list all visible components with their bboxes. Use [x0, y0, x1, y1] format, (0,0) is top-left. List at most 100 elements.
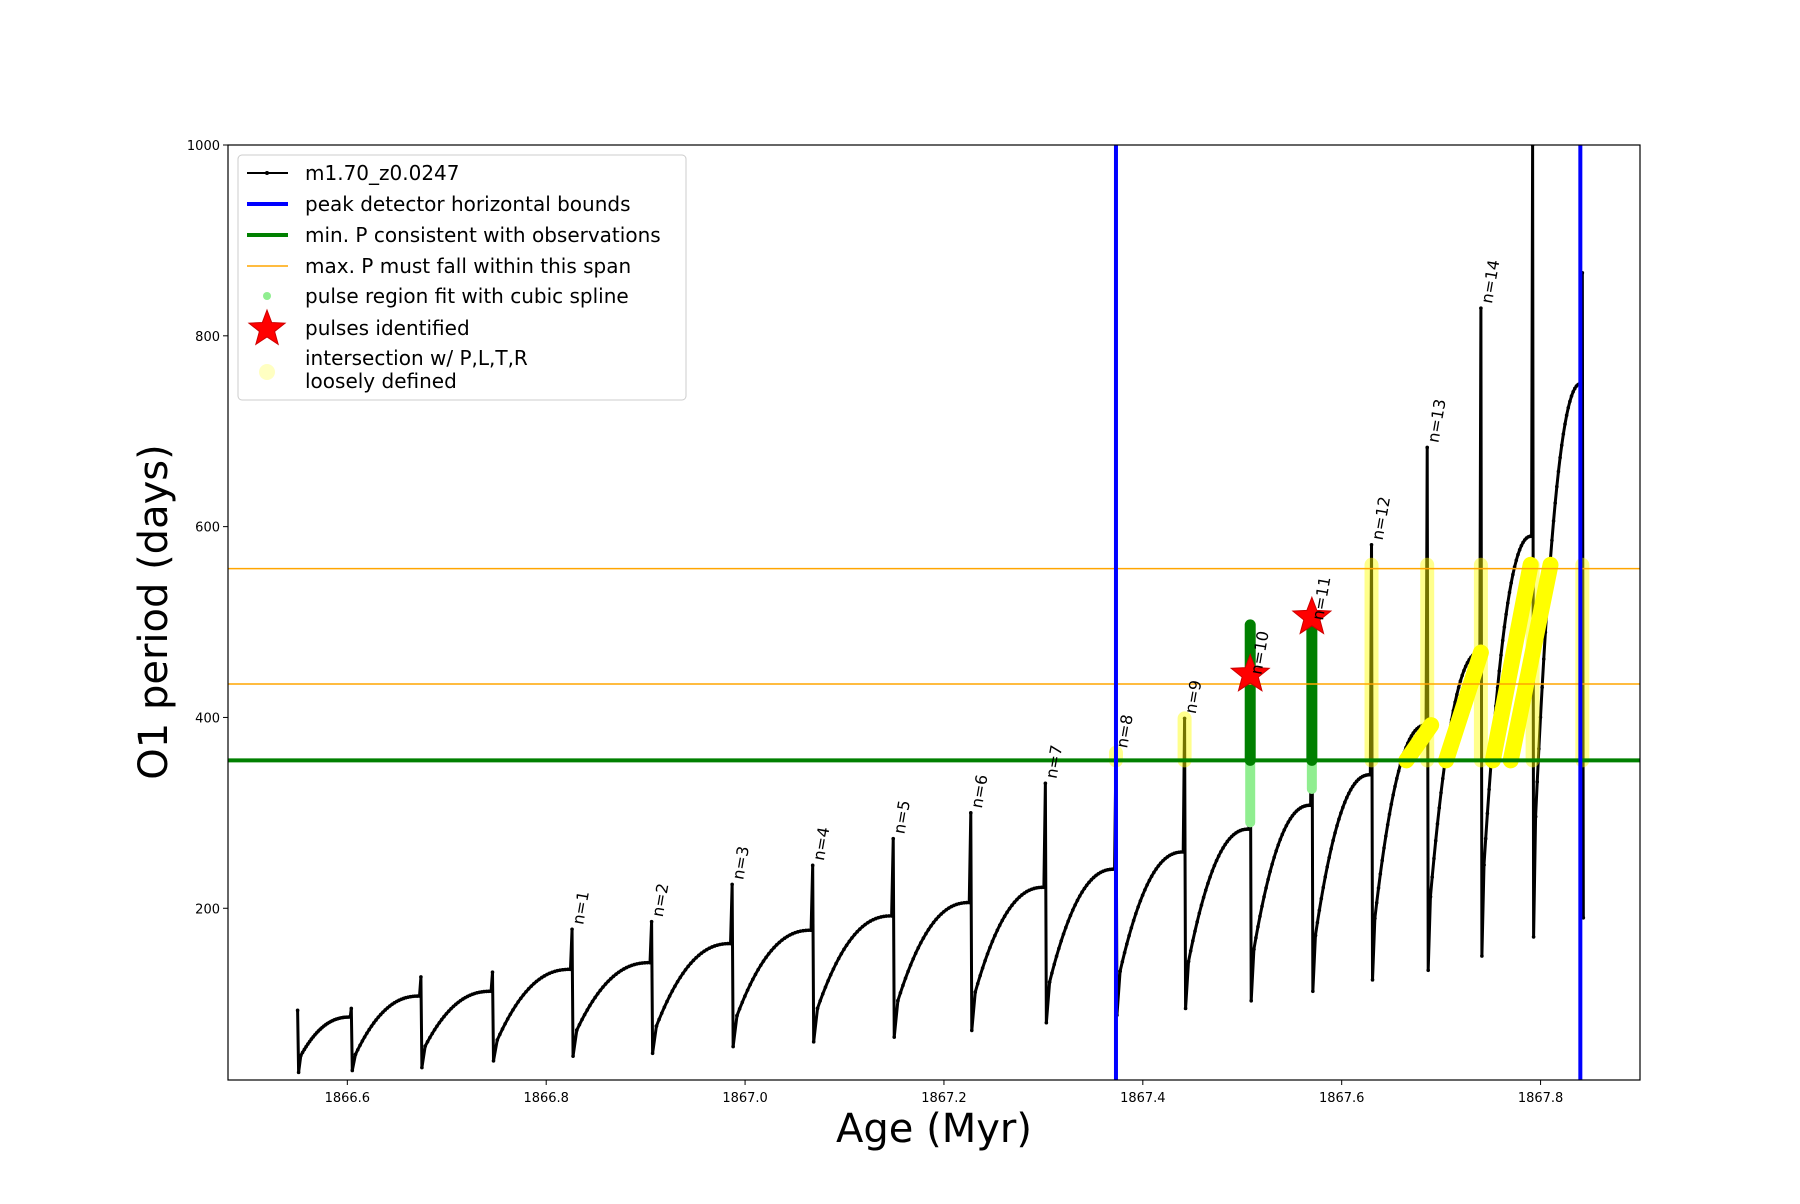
series-point — [1519, 543, 1524, 548]
series-point — [855, 929, 860, 934]
series-point — [495, 1038, 500, 1042]
series-point — [1409, 734, 1414, 738]
series-point — [442, 1014, 446, 1019]
series-point — [1158, 861, 1163, 865]
y-axis-title: O1 period (days) — [131, 444, 177, 779]
pulse-identified-star — [1229, 653, 1271, 692]
series-point — [449, 1006, 453, 1011]
series-point — [1227, 837, 1232, 841]
pulse-label: n=5 — [889, 799, 914, 836]
series-point — [1563, 422, 1567, 426]
series-point — [1077, 894, 1082, 898]
series-point — [500, 1027, 505, 1031]
x-tick-label: 1867.4 — [1120, 1091, 1166, 1106]
series-point — [844, 943, 849, 948]
series-point — [1348, 787, 1353, 792]
pulse-label: n=14 — [1477, 258, 1503, 305]
series-point — [1156, 864, 1161, 868]
series-point — [803, 928, 808, 933]
series-point — [537, 977, 541, 982]
legend-marker — [247, 308, 287, 346]
x-tick-label: 1867.6 — [1319, 1091, 1365, 1106]
series-point — [1002, 914, 1007, 918]
series-point — [614, 972, 618, 976]
series-point — [1529, 534, 1534, 538]
series-point — [1439, 790, 1443, 795]
series-point — [852, 932, 857, 937]
series-point — [353, 1052, 358, 1057]
series-point — [1017, 895, 1022, 899]
series-point — [425, 1039, 430, 1044]
series-point — [689, 961, 693, 966]
series-point — [534, 979, 539, 984]
series-point — [1352, 781, 1357, 786]
series-point — [1256, 924, 1260, 929]
series-point — [1075, 898, 1080, 903]
series-point — [1341, 805, 1345, 810]
series-point — [884, 914, 889, 918]
series-point — [513, 1004, 518, 1008]
series-point — [868, 919, 873, 923]
series-point — [1145, 883, 1149, 887]
series-point — [563, 967, 568, 972]
series-point — [1152, 870, 1156, 875]
series-point — [575, 1028, 579, 1032]
series-point — [1089, 877, 1094, 882]
series-point — [1564, 413, 1569, 418]
series-point — [858, 927, 862, 931]
y-tick-label: 800 — [195, 330, 220, 345]
series-point — [1274, 849, 1278, 853]
series-point — [1262, 895, 1266, 899]
series-point — [1333, 831, 1337, 835]
series-point — [1495, 686, 1500, 690]
series-point — [1407, 737, 1412, 742]
series-point — [1206, 881, 1210, 886]
series-point — [430, 1031, 435, 1036]
series-point — [511, 1008, 515, 1012]
series-point — [896, 998, 900, 1003]
series-point — [673, 984, 677, 988]
pulse-identified-star — [1291, 595, 1333, 635]
series-point — [1393, 784, 1397, 789]
series-point — [1308, 803, 1313, 808]
series-point — [1087, 880, 1091, 885]
series-point — [1268, 869, 1272, 874]
series-point — [924, 931, 928, 936]
series-point — [1566, 406, 1571, 410]
series-point — [836, 956, 841, 961]
series-point — [1497, 669, 1502, 673]
series-point — [691, 958, 696, 963]
series-point — [944, 907, 949, 912]
series-point — [570, 927, 574, 932]
x-tick-label: 1866.6 — [325, 1091, 371, 1106]
series-point — [811, 1040, 816, 1044]
intersection-region — [1438, 644, 1489, 769]
series-point — [1136, 905, 1140, 909]
series-point — [568, 967, 573, 972]
series-point — [1050, 971, 1054, 975]
series-point — [1369, 542, 1374, 547]
series-point — [1502, 625, 1507, 629]
pulse-label: n=4 — [809, 825, 834, 862]
series-point — [891, 836, 896, 841]
series-point — [798, 929, 803, 933]
series-point — [1487, 787, 1491, 792]
series-point — [903, 976, 908, 980]
series-point — [654, 1024, 659, 1028]
series-point — [990, 939, 995, 944]
series-point — [745, 988, 750, 992]
series-point — [1368, 772, 1373, 777]
series-point — [847, 939, 852, 944]
series-point — [640, 961, 644, 965]
series-point — [1061, 932, 1066, 936]
series-point — [1384, 834, 1388, 838]
series-point — [1311, 989, 1315, 994]
series-point — [1374, 900, 1379, 905]
series-point — [1199, 903, 1204, 907]
series-point — [769, 948, 774, 953]
series-point — [1043, 781, 1048, 786]
series-point — [1559, 443, 1564, 448]
series-point — [1382, 846, 1386, 850]
series-point — [936, 914, 941, 919]
